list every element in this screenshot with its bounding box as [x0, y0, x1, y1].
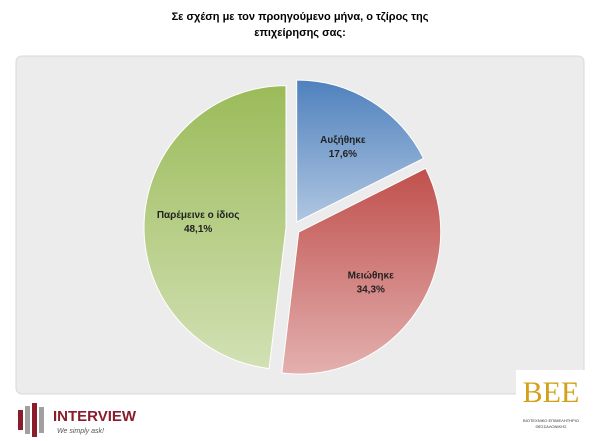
logo-caption: ΒΙΟΤΕΧΝΙΚΟ ΕΠΙΜΕΛΗΤΗΡΙΟ: [523, 418, 579, 423]
plot-area: [15, 55, 585, 395]
slice-label: Μειώθηκε: [348, 270, 394, 281]
logo-text: INTERVIEW: [53, 408, 137, 425]
logo-bar: [25, 406, 30, 434]
chart-title: επιχείρησης σας:: [254, 27, 346, 39]
logo-text: ΒΕΕ: [523, 376, 580, 409]
pie: Αυξήθηκε 17,6% Μειώθηκε 34,3% Παρέμεινε ο ίδ…: [143, 79, 442, 375]
slice-label: Αυξήθηκε: [320, 135, 366, 146]
bee-logo: ΒΕΕ ΒΙΟΤΕΧΝΙΚΟ ΕΠΙΜΕΛΗΤΗΡΙΟ ΘΕΣΣΑΛΟΝΙΚΗΣ: [516, 370, 586, 436]
pie-slice: [143, 85, 287, 370]
logo-bar: [39, 407, 44, 433]
chart-title: Σε σχέση με τον προηγούμενο μήνα, ο τζίρ…: [172, 11, 429, 23]
interview-logo: INTERVIEW We simply ask!: [18, 403, 137, 437]
logo-box: [516, 370, 586, 436]
logo-bar: [18, 410, 23, 430]
logo-slogan: We simply ask!: [57, 428, 104, 435]
pie-slice: [281, 167, 442, 375]
slice-label: Παρέμεινε ο ίδιος: [157, 210, 240, 221]
logo-bar: [32, 403, 37, 437]
pie-slice: [296, 79, 425, 223]
value-label: 48,1%: [184, 224, 212, 235]
value-label: 17,6%: [329, 149, 357, 160]
value-label: 34,3%: [357, 284, 385, 295]
logo-caption: ΘΕΣΣΑΛΟΝΙΚΗΣ: [535, 424, 567, 429]
